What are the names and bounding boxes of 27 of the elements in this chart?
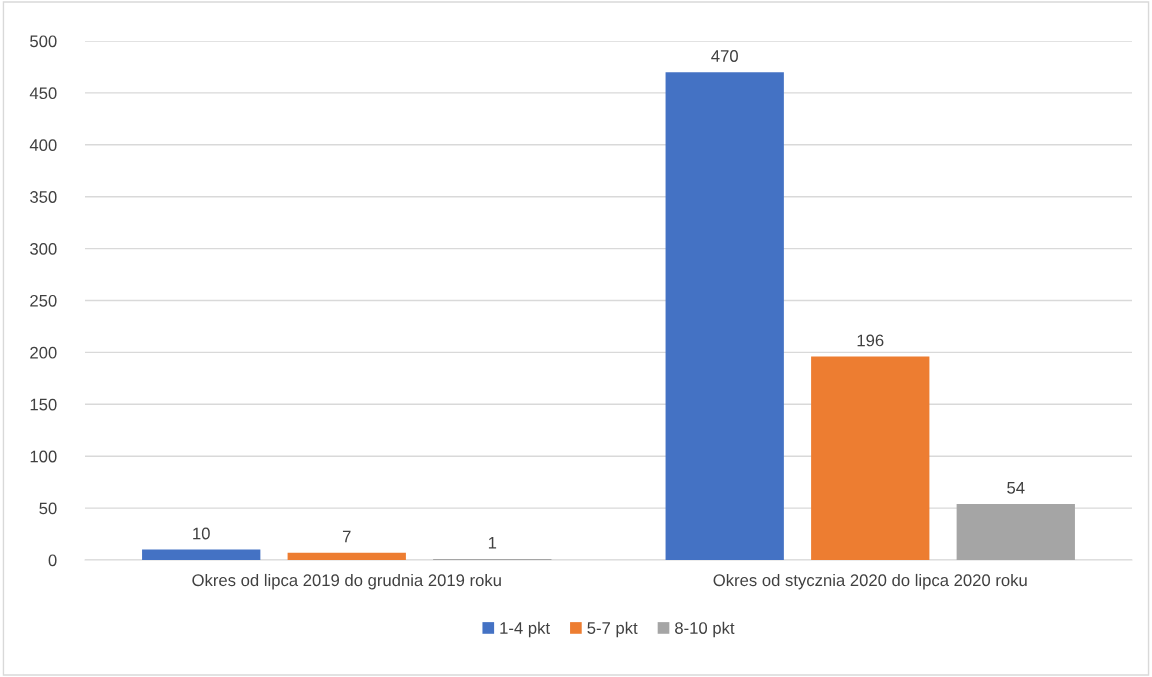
x-tick-label: Okres od stycznia 2020 do lipca 2020 roku: [713, 573, 1027, 590]
y-tick-label: 150: [30, 398, 57, 411]
bar: [142, 549, 261, 560]
y-tick-label: 400: [29, 139, 57, 151]
y-tick-label: 500: [30, 35, 57, 48]
bar: [811, 356, 930, 560]
y-tick-label: 250: [30, 294, 57, 307]
bar: [287, 552, 406, 560]
legend-label: 8-10 pkt: [675, 621, 735, 638]
data-label: 10: [193, 527, 210, 540]
bar: [956, 503, 1075, 560]
data-label: 1: [488, 537, 497, 549]
y-tick-label: 350: [30, 191, 57, 203]
legend-label: 1-4 pkt: [500, 621, 550, 638]
data-label: 7: [342, 530, 351, 543]
data-label: 196: [857, 334, 884, 347]
y-tick-label: 200: [30, 346, 57, 359]
x-tick-label: Okres od lipca 2019 do grudnia 2019 roku: [192, 573, 501, 590]
y-tick-label: 300: [30, 243, 57, 255]
y-tick-label: 100: [30, 450, 57, 463]
data-label: 470: [711, 50, 738, 62]
data-label: 54: [1007, 482, 1025, 494]
y-tick-label: 50: [39, 502, 57, 515]
bar: [665, 72, 784, 560]
legend-label: 5-7 pkt: [587, 621, 638, 638]
y-tick-label: 0: [48, 554, 57, 567]
y-tick-label: 450: [29, 87, 57, 100]
